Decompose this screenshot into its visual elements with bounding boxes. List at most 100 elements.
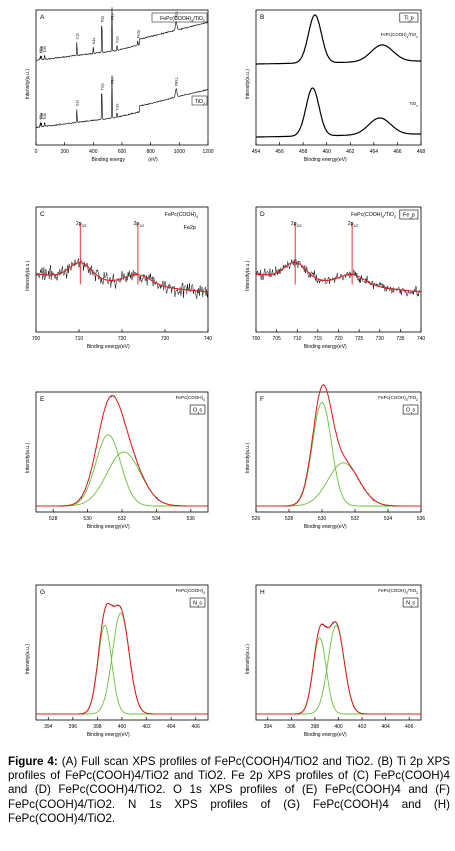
panel-letter: G <box>40 589 45 596</box>
panel-letter: D <box>260 211 265 218</box>
y-axis-label: Intensity(a.u.) <box>25 644 31 675</box>
x-tick-label: 730 <box>161 336 170 342</box>
x-tick-label: 400 <box>89 149 98 155</box>
marker-label: 2p3/2 <box>291 221 302 228</box>
x-tick-label: 404 <box>381 724 390 730</box>
x-tick-label: 532 <box>118 516 127 522</box>
series-line <box>256 87 421 138</box>
x-tick-label: 720 <box>118 336 127 342</box>
x-tick-label: 456 <box>275 149 284 155</box>
series-name: FePc(COOH)4/TiO2 <box>160 16 205 23</box>
x-axis-label: Binding energy <box>92 157 126 163</box>
element-tag: N1s <box>406 601 415 609</box>
peak-label: O1s <box>110 77 114 84</box>
element-tag: O1s <box>193 408 202 416</box>
raw-spectrum <box>255 621 422 715</box>
x-tick-label: 468 <box>417 149 426 155</box>
marker-label: 2p1/2 <box>134 221 145 228</box>
x-tick-label: 730 <box>376 336 385 342</box>
element-tag: O1s <box>406 408 415 416</box>
peak-label: OKLL <box>175 11 179 20</box>
fit-envelope <box>36 395 208 507</box>
x-tick-label: 400 <box>118 724 127 730</box>
x-axis-label: Binding energy(eV) <box>304 344 347 350</box>
fit-envelope <box>35 262 209 293</box>
peak-label: C1s <box>75 100 79 107</box>
x-tick-label: 700 <box>252 336 261 342</box>
y-axis-label: Intensity(a.u.) <box>245 260 251 291</box>
fit-component <box>256 624 421 715</box>
x-tick-label: 462 <box>346 149 355 155</box>
element-tag: Fe2p <box>403 213 415 221</box>
x-tick-label: 600 <box>118 149 127 155</box>
panel-B: B Ti2p FePc(COOH)4/TiO2 TiO2 454 456 458 460 462… <box>245 9 426 163</box>
panel-H-frame <box>255 584 422 721</box>
sample-label: FePc(COOH)4/TiO2 <box>378 588 418 595</box>
panel-letter: B <box>260 14 264 21</box>
fit-envelope <box>36 603 208 715</box>
element-tag-box <box>399 209 419 220</box>
panel-letter: E <box>40 396 45 403</box>
series-line <box>35 75 209 129</box>
x-tick-label: 406 <box>192 724 201 730</box>
x-tick-label: 460 <box>323 149 332 155</box>
panel-F-frame <box>255 391 422 513</box>
x-axis-label: Binding energy(eV) <box>87 344 130 350</box>
x-tick-label: 530 <box>83 516 92 522</box>
y-axis-label: Intensity(a.u.) <box>245 644 251 675</box>
fit-component <box>36 612 208 715</box>
panel-G-frame <box>35 584 209 721</box>
fit-component <box>36 624 208 715</box>
y-axis-label: Intensity(a.u.) <box>25 260 31 291</box>
x-tick-label: 534 <box>384 516 393 522</box>
panel-B-frame <box>255 9 422 146</box>
x-tick-label: 402 <box>142 724 151 730</box>
element-tag-box <box>189 404 206 415</box>
panel-H: H FePc(COOH)4/TiO2 N1s 394 396 398 400 402 404 40… <box>245 584 422 738</box>
x-tick-label: 740 <box>417 336 426 342</box>
caption-text: (A) Full scan XPS profiles of FePc(COOH)… <box>8 755 450 825</box>
series-line <box>256 14 421 65</box>
peak-label: OKLL <box>175 77 179 86</box>
peak-label: Ti2p <box>100 83 104 90</box>
x-tick-label: 0 <box>35 149 38 155</box>
x-tick-label: 400 <box>334 724 343 730</box>
panel-F: F FePc(COOH)4/TiO2 O1s 526 528 530 532 534 536 Bi… <box>245 384 426 530</box>
peak-label: Fe2p <box>136 30 140 38</box>
series-name-box <box>191 95 208 106</box>
x-tick-label: 532 <box>351 516 360 522</box>
x-tick-label: 394 <box>264 724 273 730</box>
x-tick-label: 398 <box>311 724 320 730</box>
peak-label: O1s <box>110 13 114 20</box>
marker-label: 2p3/2 <box>76 221 87 228</box>
x-axis-label: Binding energy(eV) <box>87 732 130 738</box>
peak-label: Ti3s <box>43 46 47 53</box>
sample-label: FePc(COOH)4 <box>176 588 206 595</box>
sample-label: FePc(COOH)4/TiO2 <box>351 212 396 219</box>
panel-C: C FePc(COOH)4 Fe2p 2p3/2 2p1/2 700 710 720 730 74… <box>25 206 212 350</box>
x-tick-label: 396 <box>287 724 296 730</box>
panel-letter: H <box>260 589 265 596</box>
x-tick-label: 720 <box>334 336 343 342</box>
x-tick-label: 528 <box>49 516 58 522</box>
x-tick-label: 464 <box>370 149 379 155</box>
element-tag-box <box>402 404 419 415</box>
y-axis-label: Intensity(a.u.) <box>245 69 251 100</box>
fit-envelope <box>256 384 421 507</box>
peak-label: N1s <box>92 38 96 45</box>
peak-label: O2s <box>39 46 43 53</box>
element-label: Fe2p <box>183 225 196 231</box>
marker-label: 2p1/2 <box>348 221 359 228</box>
fit-component <box>36 434 208 507</box>
x-tick-label: 394 <box>44 724 53 730</box>
x-axis-label: Binding energy(eV) <box>304 157 347 163</box>
x-tick-label: 398 <box>93 724 102 730</box>
peak-label: Ti3p <box>40 113 44 120</box>
x-tick-label: 536 <box>417 516 426 522</box>
x-tick-label: 404 <box>167 724 176 730</box>
panel-letter: F <box>260 396 264 403</box>
element-tag: Ti2p <box>404 16 414 24</box>
series-name-box <box>151 12 208 23</box>
